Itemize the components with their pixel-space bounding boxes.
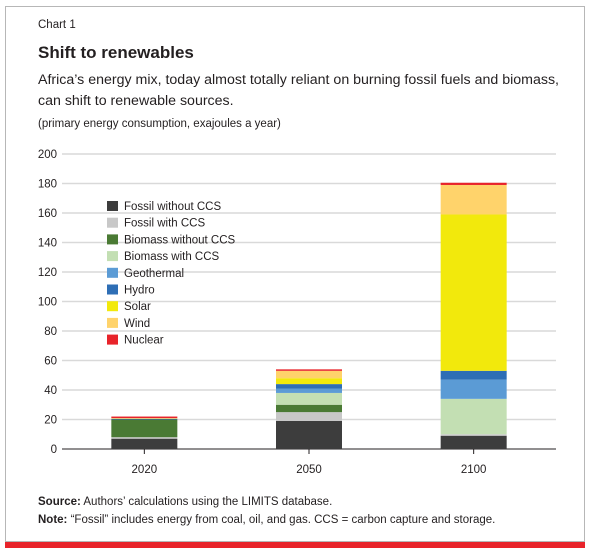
legend-label: Fossil with CCS (124, 218, 205, 230)
chart-title: Shift to renewables (38, 43, 194, 62)
bar-segment-wind (440, 184, 507, 215)
bar-segment-biomass-without-ccs (111, 419, 178, 438)
y-tick-label: 200 (38, 149, 57, 161)
legend-swatch (107, 251, 118, 262)
legend-swatch (107, 217, 118, 228)
bar-segment-solar (440, 214, 507, 371)
legend-swatch (107, 317, 118, 328)
chart-units: (primary energy consumption, exajoules a… (38, 118, 281, 130)
y-tick-label: 20 (44, 415, 57, 427)
legend-label: Solar (124, 301, 151, 313)
x-tick-label: 2100 (461, 464, 487, 476)
legend-label: Biomass with CCS (124, 251, 220, 263)
legend-label: Wind (124, 318, 150, 330)
bar-segment-fossil-with-ccs (440, 434, 507, 436)
legend-label: Nuclear (124, 335, 164, 347)
y-tick-label: 120 (38, 267, 57, 279)
legend-swatch (107, 301, 118, 312)
legend-swatch (107, 334, 118, 345)
bar-segment-nuclear (440, 182, 507, 185)
bar-segment-fossil-without-ccs (111, 438, 178, 449)
source-text: Authors’ calculations using the LIMITS d… (80, 496, 333, 508)
y-tick-label: 0 (51, 444, 57, 456)
bar-segment-geothermal (276, 388, 342, 393)
chart-subtitle: Africa’s energy mix, today almost totall… (38, 72, 559, 109)
source-label: Source: (38, 496, 81, 508)
y-tick-label: 160 (38, 208, 57, 220)
y-tick-label: 60 (44, 356, 57, 368)
bar-segment-biomass-with-ccs (276, 392, 342, 405)
bar-segment-nuclear (111, 416, 178, 419)
y-tick-label: 140 (38, 238, 57, 250)
y-tick-label: 180 (38, 179, 57, 191)
bar-segment-wind (276, 370, 342, 379)
legend-swatch (107, 234, 118, 245)
y-axis-ticks: 0 20 40 60 80 100 120 140 160 180 200 (38, 149, 57, 456)
legend-label: Biomass without CCS (124, 234, 236, 246)
bar-segment-biomass-without-ccs (276, 404, 342, 413)
legend-label: Hydro (124, 285, 155, 297)
bar-segment-solar (276, 378, 342, 385)
note-label: Note: (38, 514, 68, 526)
legend-swatch (107, 267, 118, 278)
x-tick-label: 2020 (132, 464, 158, 476)
legend-swatch (107, 201, 118, 211)
bar-segment-wind (111, 418, 178, 419)
bar-segment-hydro (276, 384, 342, 389)
bar-segment-hydro (440, 370, 507, 380)
legend-label: Fossil without CCS (124, 201, 221, 213)
legend-swatch (107, 284, 118, 295)
bar-segment-nuclear (276, 369, 342, 371)
source-line: Source: Authors’ calculations using the … (38, 496, 332, 508)
note-text: “Fossil” includes energy from coal, oil,… (67, 514, 496, 526)
bar-segment-geothermal (440, 379, 507, 399)
bars (111, 182, 507, 449)
y-tick-label: 40 (44, 385, 57, 397)
x-axis-ticks: 2020 2050 2100 (132, 449, 487, 476)
bottom-rule (5, 542, 585, 548)
legend: Fossil without CCS Fossil with CCS Biomass… (107, 201, 236, 347)
bar-segment-fossil-with-ccs (276, 412, 342, 421)
bar-segment-hydro (111, 418, 178, 420)
bar-segment-fossil-with-ccs (111, 437, 178, 439)
y-tick-label: 80 (44, 326, 57, 338)
y-tick-label: 100 (38, 297, 57, 309)
chart-number: Chart 1 (38, 19, 76, 31)
x-tick-label: 2050 (296, 464, 322, 476)
bar-segment-biomass-with-ccs (440, 398, 507, 435)
bar-segment-fossil-without-ccs (440, 435, 507, 449)
legend-label: Geothermal (124, 268, 184, 280)
note-line: Note: “Fossil” includes energy from coal… (38, 514, 495, 526)
bar-segment-fossil-without-ccs (276, 420, 342, 449)
